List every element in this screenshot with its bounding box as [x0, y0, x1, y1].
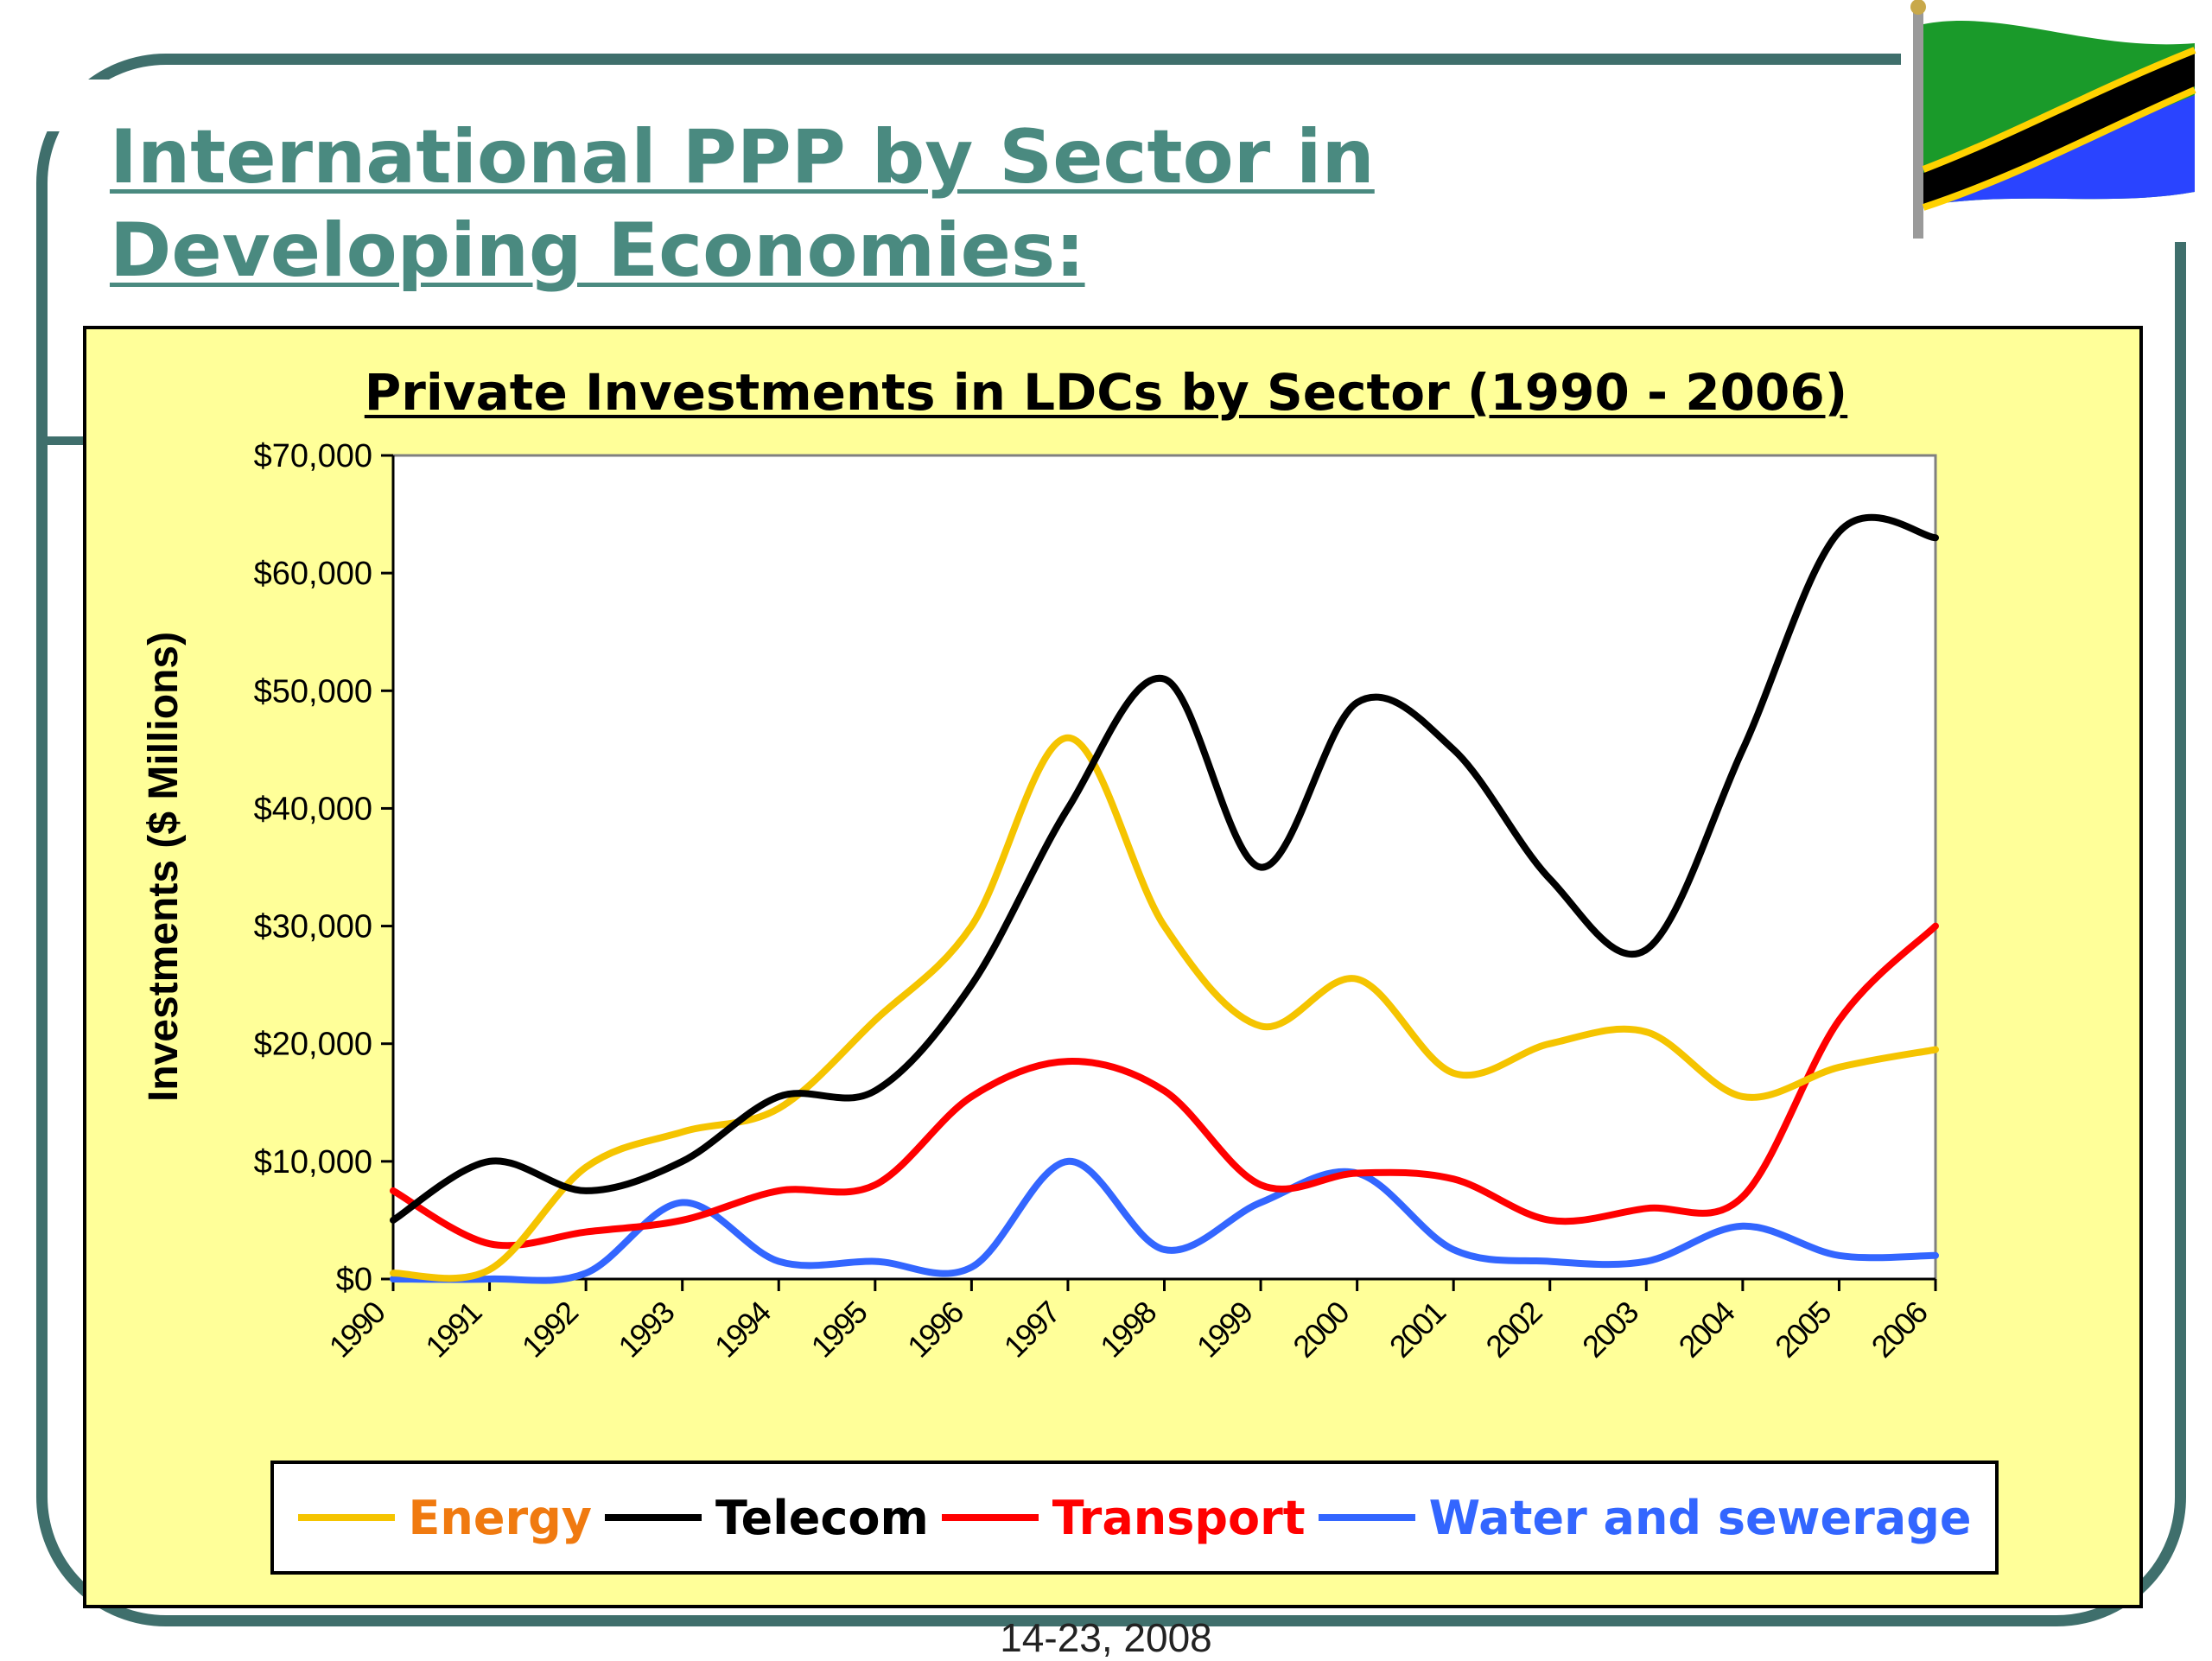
y-axis-title: Investments ($ Millions): [141, 632, 187, 1102]
x-tick-label: 2004: [1672, 1295, 1742, 1365]
chart-legend: Energy Telecom Transport Water and sewer…: [270, 1461, 1999, 1575]
y-tick-label: $60,000: [254, 556, 372, 592]
x-tick-label: 2005: [1768, 1295, 1838, 1365]
legend-label-telecom: Telecom: [715, 1490, 929, 1545]
y-tick-label: $50,000: [254, 673, 372, 710]
x-tick-label: 2001: [1382, 1295, 1452, 1365]
chart-title: Private Investments in LDCs by Sector (1…: [364, 363, 1848, 422]
legend-item-energy: Energy: [297, 1490, 592, 1545]
slide-title: International PPP by Sector in Developin…: [110, 111, 1492, 297]
x-tick-label: 2006: [1865, 1295, 1935, 1365]
side-rule: [39, 436, 91, 445]
x-tick-label: 2000: [1286, 1295, 1356, 1365]
x-tick-label: 1996: [900, 1295, 970, 1365]
legend-item-water: Water and sewerage: [1318, 1490, 1972, 1545]
y-tick-label: $30,000: [254, 909, 372, 945]
legend-swatch-energy: [297, 1514, 395, 1521]
series-line-transport: [390, 922, 1939, 1250]
x-tick-label: 1991: [418, 1295, 488, 1365]
x-tick-label: 1992: [515, 1295, 585, 1365]
x-tick-label: 2003: [1575, 1295, 1645, 1365]
frame-notch: [0, 80, 112, 131]
legend-label-energy: Energy: [408, 1490, 592, 1545]
x-tick-label: 1997: [997, 1295, 1067, 1365]
series-line-energy: [390, 734, 1939, 1282]
legend-item-transport: Transport: [941, 1490, 1306, 1545]
tanzania-flag-icon: [1901, 0, 2212, 242]
slide-title-line-2: Developing Economies:: [110, 207, 1085, 294]
legend-swatch-transport: [941, 1514, 1039, 1521]
x-tick-label: 2002: [1478, 1295, 1548, 1365]
slide-title-line-1: International PPP by Sector in: [110, 114, 1375, 200]
x-tick-label: 1995: [804, 1295, 874, 1365]
legend-label-water: Water and sewerage: [1428, 1490, 1972, 1545]
y-tick-label: $40,000: [254, 791, 372, 827]
series-line-water: [390, 1157, 1939, 1284]
legend-label-transport: Transport: [1052, 1490, 1306, 1545]
y-tick-label: $70,000: [254, 438, 372, 474]
x-tick-label: 1993: [611, 1295, 681, 1365]
slide-frame: [36, 54, 2186, 1626]
series-line-telecom: [390, 513, 1939, 1224]
legend-swatch-telecom: [604, 1514, 702, 1521]
y-tick-label: $20,000: [254, 1027, 372, 1063]
y-tick-label: $10,000: [254, 1144, 372, 1181]
legend-swatch-water: [1318, 1514, 1415, 1521]
y-tick-label: $0: [336, 1262, 372, 1298]
x-tick-label: 1994: [708, 1295, 778, 1365]
x-tick-label: 1990: [322, 1295, 392, 1365]
x-tick-label: 1998: [1093, 1295, 1163, 1365]
legend-item-telecom: Telecom: [604, 1490, 929, 1545]
plot-area: [391, 454, 1937, 1281]
footer-date: 14-23, 2008: [1000, 1615, 1212, 1660]
x-tick-label: 1999: [1190, 1295, 1260, 1365]
